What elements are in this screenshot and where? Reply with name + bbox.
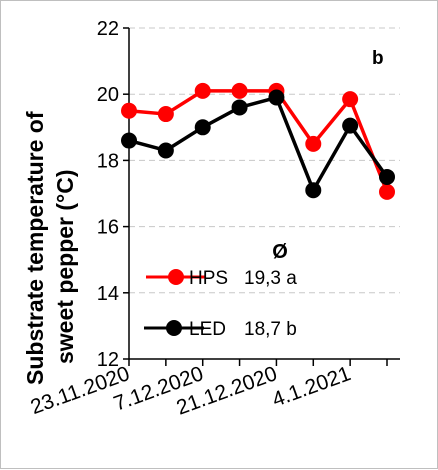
- y-tick-label-16: 16: [97, 217, 119, 239]
- data-point-hps-3: [231, 82, 248, 99]
- legend-marker-hps: [168, 269, 184, 285]
- y-tick-label-22: 22: [97, 18, 119, 40]
- data-point-led-0: [121, 132, 137, 149]
- y-tick-label-12: 12: [97, 349, 119, 371]
- x-tick-label-3: 4.1.2021: [269, 362, 354, 412]
- data-point-hps-7: [379, 183, 395, 200]
- legend-mean-hps: 19,3 a: [244, 268, 297, 289]
- data-point-hps-1: [157, 106, 174, 123]
- data-point-led-2: [194, 119, 211, 136]
- data-point-led-7: [379, 168, 395, 185]
- legend-mean-led: 18,7 b: [244, 319, 297, 340]
- y-tick-label-18: 18: [97, 150, 119, 172]
- data-point-hps-0: [121, 102, 137, 119]
- data-point-hps-2: [194, 82, 211, 99]
- series-layer: [121, 82, 395, 200]
- axes-layer: 12141618202223.11.20207.12.202021.12.202…: [28, 18, 400, 420]
- y-axis-label-line-2: sweet pepper (°C): [52, 169, 78, 364]
- legend-layer: Ø HPS 19,3 a LED 18,7 b: [144, 241, 297, 340]
- y-axis-label-line-1: Substrate temperature of: [22, 111, 48, 385]
- data-point-hps-5: [305, 135, 322, 152]
- legend-label-led: LED: [189, 319, 226, 340]
- grid-layer: [129, 27, 400, 294]
- y-tick-label-14: 14: [97, 283, 119, 305]
- data-point-led-1: [157, 142, 174, 159]
- data-point-led-3: [231, 99, 248, 116]
- legend-mean-symbol: Ø: [272, 241, 288, 263]
- legend-label-hps: HPS: [189, 268, 228, 289]
- panel-label: b: [372, 48, 384, 69]
- y-tick-label-20: 20: [97, 84, 119, 106]
- data-point-led-5: [305, 182, 322, 199]
- data-point-led-6: [342, 117, 359, 134]
- data-point-led-4: [268, 89, 285, 106]
- legend-marker-led: [166, 320, 182, 336]
- data-point-hps-6: [342, 91, 359, 108]
